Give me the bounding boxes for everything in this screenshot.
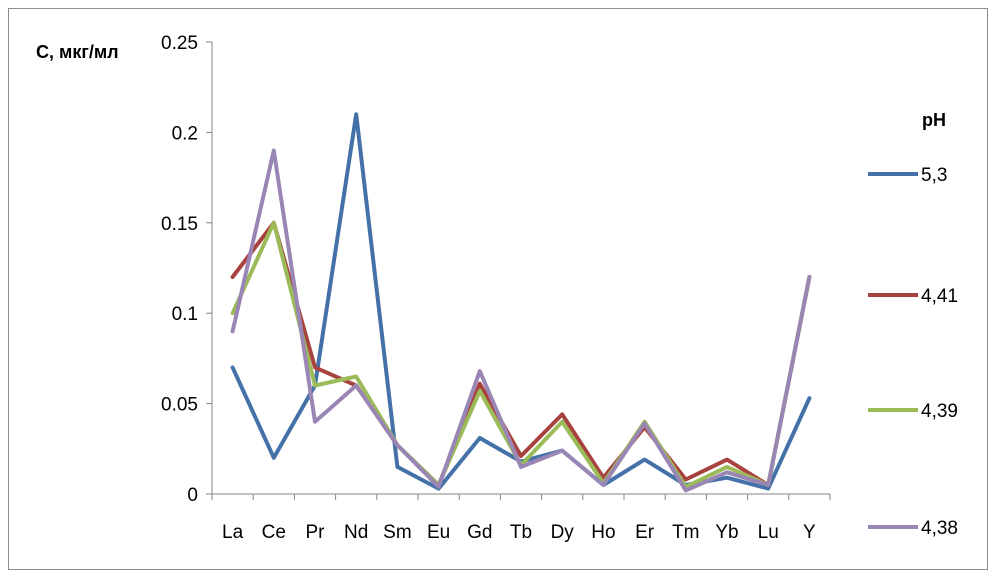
x-tick-label: Eu — [427, 522, 450, 543]
y-tick-label: 0 — [187, 485, 198, 506]
legend-label-4: 4,38 — [921, 518, 958, 539]
legend: pH 5,3 4,41 4,39 4,38 — [868, 110, 958, 539]
legend-label-2: 4,41 — [921, 286, 958, 307]
chart-frame — [8, 8, 988, 570]
series-layer — [230, 112, 812, 493]
x-tick-label: Gd — [467, 522, 492, 543]
x-tick-label: Y — [803, 522, 816, 543]
x-tick-label: Dy — [551, 522, 575, 543]
x-tick-label: Ce — [262, 522, 286, 543]
axes: 0 0.05 0.1 0.15 0.2 0.25 La Ce Pr Nd Sm Eu Gd Tb Dy Ho E… — [161, 33, 831, 543]
y-tick-label: 0.2 — [172, 123, 198, 144]
y-tick-label: 0.1 — [172, 304, 198, 325]
x-tick-label: Er — [635, 522, 655, 543]
legend-label-3: 4,39 — [921, 401, 958, 422]
legend-label-1: 5,3 — [921, 165, 947, 186]
legend-title: pH — [922, 110, 946, 130]
x-tick-label: Lu — [758, 522, 779, 543]
x-tick-label: Pr — [306, 522, 326, 543]
series-line-4 — [230, 148, 812, 493]
series-line-1 — [230, 112, 812, 491]
x-tick-label: Ho — [591, 522, 615, 543]
y-tick-label: 0.25 — [161, 33, 198, 54]
y-tick-label: 0.05 — [161, 395, 198, 416]
x-tick-label: Tm — [672, 522, 699, 543]
x-tick-label: La — [222, 522, 244, 543]
x-tick-label: Yb — [715, 522, 738, 543]
x-tick-label: Nd — [344, 522, 368, 543]
x-tick-label: Tb — [510, 522, 532, 543]
series-line-2 — [230, 220, 812, 487]
y-tick-label: 0.15 — [161, 214, 198, 235]
y-axis-label: С, мкг/мл — [36, 42, 119, 62]
x-tick-label: Sm — [383, 522, 412, 543]
